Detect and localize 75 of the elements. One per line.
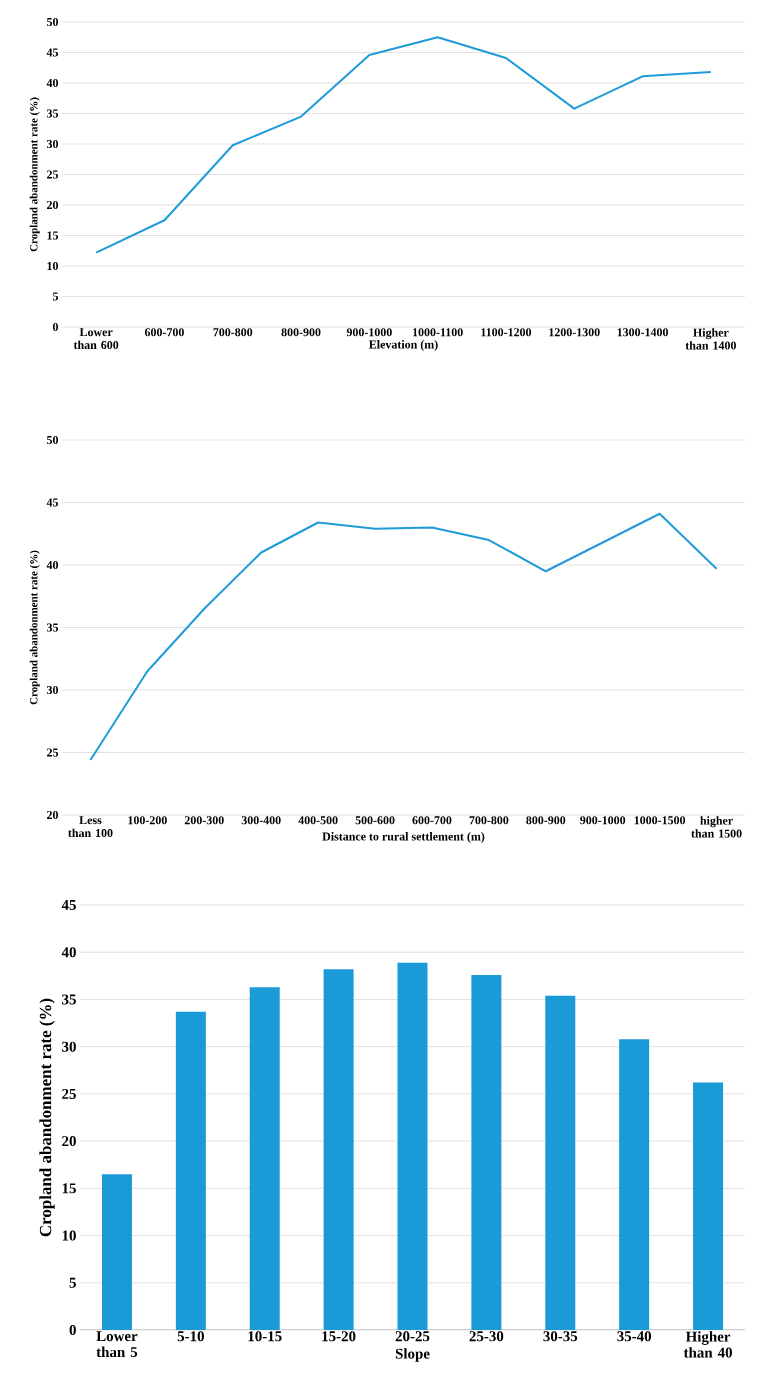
x-axis-title: Distance to rural settlement (m)	[322, 832, 485, 843]
bar	[249, 987, 280, 1331]
y-tick-label: 45	[46, 48, 59, 57]
x-axis-title: Elevation (m)	[369, 340, 438, 351]
y-tick-label: 50	[47, 17, 59, 27]
y-tick-label: 30	[46, 139, 59, 149]
bar	[693, 1082, 724, 1331]
y-axis-title: Cropland abandonment rate (%)	[29, 550, 40, 705]
x-tick-label: Higher than 40	[683, 1331, 732, 1358]
bar	[175, 1011, 206, 1331]
x-tick-label: Lower than 600	[73, 328, 119, 350]
y-axis-title: Cropland abandonment rate (%)	[39, 998, 55, 1237]
y-tick-label: 45	[46, 498, 59, 507]
x-tick-label: 600-700	[412, 816, 452, 825]
x-tick-label: 800-900	[526, 816, 566, 825]
y-tick-label: 30	[46, 685, 59, 695]
x-tick-label: 800-900	[281, 328, 321, 337]
line-series	[95, 36, 712, 254]
bar	[545, 995, 576, 1331]
y-tick-label: 35	[46, 109, 59, 118]
x-tick-label: 400-500	[298, 816, 338, 825]
x-tick-label: 200-300	[184, 816, 224, 825]
y-tick-label: 15	[62, 1183, 76, 1194]
bar	[397, 962, 428, 1331]
x-tick-label: 300-400	[241, 816, 281, 825]
y-tick-label: 35	[62, 994, 76, 1005]
x-tick-label: Less than 100	[68, 816, 113, 838]
bar	[619, 1039, 650, 1331]
y-tick-label: 45	[61, 900, 76, 910]
y-tick-label: 20	[47, 810, 59, 820]
x-tick-label: 25-30	[469, 1331, 504, 1342]
x-tick-label: 900-1000	[346, 328, 392, 337]
y-tick-label: 0	[52, 322, 59, 332]
x-tick-label: 700-800	[213, 328, 253, 337]
bar	[323, 969, 354, 1331]
x-tick-label: 700-800	[469, 816, 509, 825]
x-tick-label: 1000-1500	[634, 816, 686, 825]
x-tick-label: 20-25	[395, 1331, 430, 1342]
x-tick-label: 5-10	[177, 1331, 204, 1342]
bar	[471, 974, 502, 1331]
y-tick-label: 5	[52, 292, 59, 301]
x-tick-label: 600-700	[144, 328, 184, 337]
y-tick-label: 30	[62, 1041, 76, 1052]
x-tick-label: 1300-1400	[617, 328, 668, 337]
x-tick-label: 10-15	[248, 1331, 282, 1342]
bar	[101, 1174, 132, 1331]
y-tick-label: 50	[47, 435, 59, 445]
x-tick-label: 30-35	[543, 1331, 578, 1342]
y-tick-label: 40	[46, 78, 59, 88]
y-tick-label: 10	[62, 1230, 76, 1241]
y-axis-title: Cropland abandonment rate (%)	[29, 97, 40, 252]
x-tick-label: 35-40	[617, 1331, 652, 1342]
x-tick-label: 900-1000	[580, 816, 626, 825]
x-tick-label: 500-600	[355, 816, 395, 825]
x-tick-label: 100-200	[128, 816, 167, 825]
y-tick-label: 40	[46, 560, 59, 570]
y-tick-label: 20	[62, 1136, 76, 1147]
x-tick-label: 1100-1200	[481, 328, 532, 337]
y-tick-label: 15	[47, 231, 59, 240]
y-tick-label: 5	[69, 1277, 76, 1288]
y-tick-label: 20	[47, 200, 59, 210]
y-tick-label: 25	[47, 748, 59, 757]
x-tick-label: 15-20	[322, 1331, 356, 1342]
y-tick-label: 0	[69, 1324, 76, 1336]
x-axis-title: Slope	[395, 1348, 430, 1362]
x-tick-label: 1200-1300	[549, 328, 600, 337]
y-tick-label: 25	[47, 170, 59, 179]
y-tick-label: 40	[61, 947, 76, 958]
x-tick-label: higher than 1500	[691, 816, 742, 838]
y-tick-label: 10	[47, 261, 59, 271]
x-tick-label: Lower than 5	[96, 1331, 138, 1358]
y-tick-label: 35	[46, 623, 59, 632]
x-tick-label: 1000-1100	[413, 328, 463, 337]
y-tick-label: 25	[62, 1088, 76, 1099]
x-tick-label: Higher than 1400	[685, 328, 736, 350]
